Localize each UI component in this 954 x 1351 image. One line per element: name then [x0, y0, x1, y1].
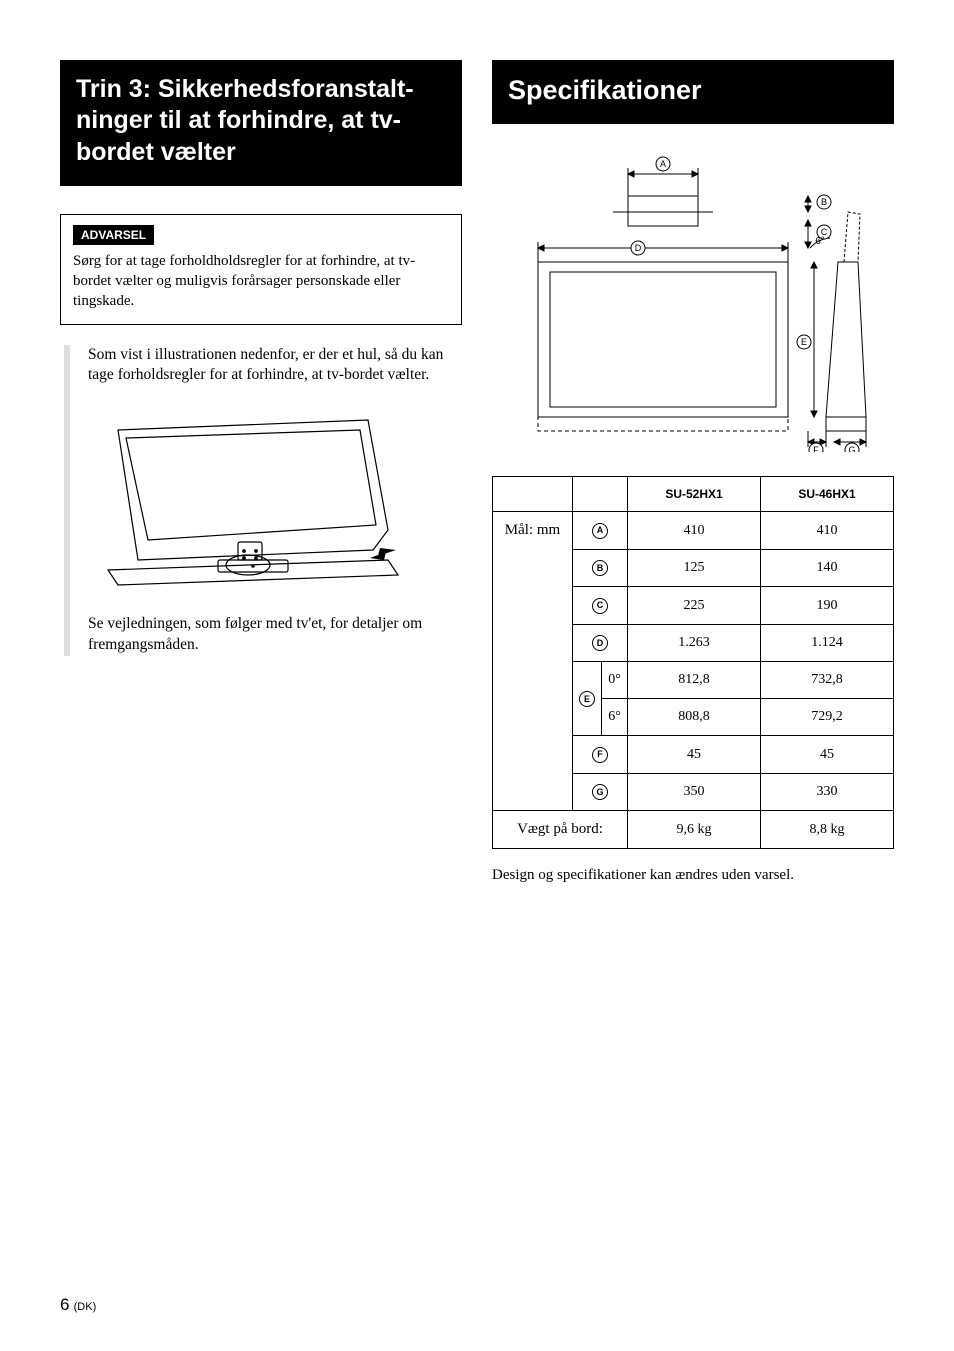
- svg-text:G: G: [848, 445, 855, 452]
- page-num-value: 6: [60, 1295, 69, 1314]
- val-B-1: 125: [628, 549, 761, 587]
- val-F-1: 45: [628, 736, 761, 774]
- val-C-1: 225: [628, 587, 761, 625]
- val-G-2: 330: [761, 773, 894, 811]
- right-heading: Specifikationer: [492, 60, 894, 124]
- paragraph-1: Som vist i illustrationen nedenfor, er d…: [88, 345, 462, 387]
- warning-text: Sørg for at tage forholdholdsregler for …: [73, 251, 449, 312]
- tilt-label: 6°: [815, 236, 825, 247]
- val-E0-2: 732,8: [761, 662, 894, 699]
- weight-row-label: Vægt på bord:: [493, 811, 628, 849]
- val-E6-1: 808,8: [628, 699, 761, 736]
- page-lang: (DK): [74, 1301, 97, 1313]
- svg-text:D: D: [635, 243, 642, 253]
- left-heading: Trin 3: Sikkerhedsforanstalt-ninger til …: [60, 60, 462, 186]
- angle-0: 0°: [602, 662, 628, 699]
- page-columns: Trin 3: Sikkerhedsforanstalt-ninger til …: [60, 60, 894, 884]
- page-number: 6 (DK): [60, 1295, 96, 1315]
- dim-label-B: B: [817, 195, 831, 209]
- val-A-1: 410: [628, 512, 761, 550]
- body-block: Som vist i illustrationen nedenfor, er d…: [64, 345, 462, 657]
- val-B-2: 140: [761, 549, 894, 587]
- right-column: Specifikationer: [492, 60, 894, 884]
- val-D-1: 1.263: [628, 624, 761, 662]
- paragraph-2: Se vejledningen, som følger med tv'et, f…: [88, 614, 462, 656]
- dim-label-E: E: [797, 335, 811, 349]
- table-row: Mål: mm A 410 410: [493, 512, 894, 550]
- svg-text:E: E: [801, 337, 807, 347]
- dim-row-label: Mål: mm: [493, 512, 573, 811]
- warning-label: ADVARSEL: [73, 225, 154, 245]
- dim-label-A: A: [656, 157, 670, 171]
- val-A-2: 410: [761, 512, 894, 550]
- svg-text:A: A: [660, 159, 666, 169]
- marker-A: A: [592, 523, 608, 539]
- svg-text:F: F: [813, 445, 819, 452]
- marker-G: G: [592, 784, 608, 800]
- dim-label-D: D: [631, 241, 645, 255]
- angle-6: 6°: [602, 699, 628, 736]
- dimension-diagram: A B C D E F G 6°: [508, 152, 878, 452]
- footnote: Design og specifikationer kan ændres ude…: [492, 867, 894, 884]
- val-E6-2: 729,2: [761, 699, 894, 736]
- val-F-2: 45: [761, 736, 894, 774]
- marker-D: D: [592, 635, 608, 651]
- val-E0-1: 812,8: [628, 662, 761, 699]
- marker-B: B: [592, 560, 608, 576]
- dim-label-G: G: [845, 443, 859, 452]
- val-weight-2: 8,8 kg: [761, 811, 894, 849]
- left-column: Trin 3: Sikkerhedsforanstalt-ninger til …: [60, 60, 462, 884]
- dim-label-F: F: [809, 443, 823, 452]
- svg-text:B: B: [821, 197, 827, 207]
- val-G-1: 350: [628, 773, 761, 811]
- tv-stand-illustration: [88, 400, 408, 600]
- table-row: SU-52HX1 SU-46HX1: [493, 477, 894, 512]
- marker-F: F: [592, 747, 608, 763]
- spec-table: SU-52HX1 SU-46HX1 Mål: mm A 410 410 B 12…: [492, 476, 894, 849]
- val-weight-1: 9,6 kg: [628, 811, 761, 849]
- col-model-2: SU-46HX1: [761, 477, 894, 512]
- val-D-2: 1.124: [761, 624, 894, 662]
- warning-box: ADVARSEL Sørg for at tage forholdholdsre…: [60, 214, 462, 325]
- marker-C: C: [592, 598, 608, 614]
- marker-E: E: [579, 691, 595, 707]
- val-C-2: 190: [761, 587, 894, 625]
- col-model-1: SU-52HX1: [628, 477, 761, 512]
- table-row: Vægt på bord: 9,6 kg 8,8 kg: [493, 811, 894, 849]
